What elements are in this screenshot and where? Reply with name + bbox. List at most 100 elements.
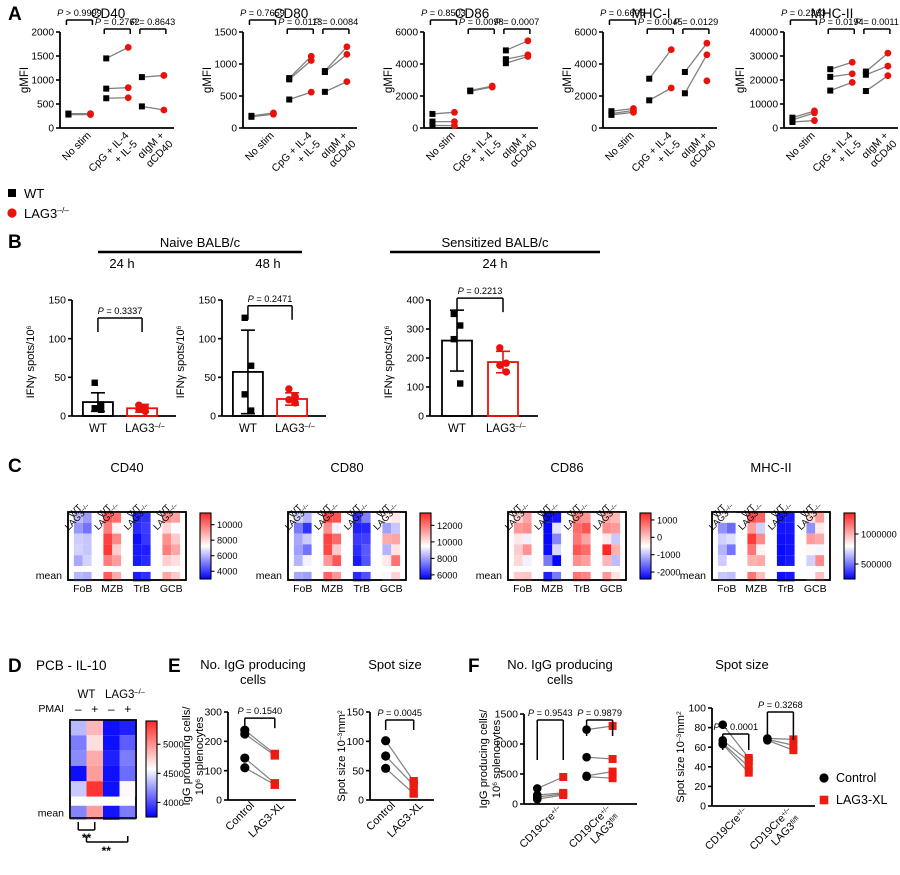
- axis-category-label: No stim: [243, 129, 277, 163]
- pvalue-bracket: [429, 19, 458, 25]
- pvalue-bracket: [467, 28, 495, 34]
- y-axis-label: IgG producing cells/106 splenocytes: [478, 709, 503, 809]
- pvalue-bracket: [103, 28, 131, 34]
- pvalue-bracket: [722, 733, 750, 750]
- pvalue-bracket: [384, 719, 415, 730]
- axis-category-label: αIgM +αCD40: [678, 130, 718, 170]
- svg-text:–: –: [108, 702, 115, 716]
- svg-text:P = 0.0194: P = 0.0194: [819, 17, 864, 27]
- svg-text:MZB: MZB: [321, 583, 343, 595]
- y-axis-label: gMFI: [202, 67, 214, 93]
- svg-text:0: 0: [60, 411, 66, 423]
- svg-text:Control: Control: [836, 771, 876, 785]
- pvalue-bracket: [682, 28, 710, 34]
- pvalue-bracket: [139, 28, 167, 34]
- svg-text:6000: 6000: [574, 28, 597, 39]
- svg-text:LAG3–/–: LAG3–/–: [24, 205, 69, 221]
- axis-category-label: CpG + IL-4+ IL-5: [86, 130, 140, 175]
- svg-text:LAG3–/–: LAG3–/–: [105, 687, 146, 702]
- svg-text:E: E: [168, 656, 181, 677]
- svg-text:MZB: MZB: [745, 583, 767, 595]
- svg-text:CD19Cre+/–: CD19Cre+/–: [703, 805, 750, 852]
- pvalue-bracket: [248, 19, 277, 25]
- svg-text:1000: 1000: [657, 515, 677, 525]
- pvalue-bracket: [608, 19, 637, 25]
- svg-text:MZB: MZB: [101, 583, 123, 595]
- svg-text:LAG3–/–: LAG3–/–: [486, 421, 527, 436]
- svg-text:10000: 10000: [750, 100, 779, 111]
- svg-text:2000: 2000: [31, 28, 54, 39]
- svg-text:4000: 4000: [217, 567, 237, 577]
- svg-text:6000: 6000: [395, 28, 418, 39]
- panel-a-chart: MHC-II 0 10000 20000 30000 40000 gMFI P = 0.236…: [735, 6, 900, 175]
- pvalue-bracket: [536, 719, 564, 760]
- svg-text:GCB: GCB: [804, 583, 827, 595]
- svg-text:0: 0: [772, 124, 778, 135]
- pvalue-bracket: [585, 719, 614, 736]
- svg-text:400: 400: [406, 295, 424, 307]
- axis-category-label: No stim: [424, 129, 458, 163]
- svg-text:P = 0.1540: P = 0.1540: [237, 706, 282, 716]
- svg-text:CD40: CD40: [91, 6, 126, 21]
- svg-text:**: **: [102, 844, 112, 858]
- svg-text:LAG3–/–: LAG3–/–: [125, 421, 166, 436]
- svg-text:100: 100: [346, 736, 364, 748]
- y-axis-label: IFNγ spots/106: [175, 325, 187, 398]
- svg-text:1000: 1000: [495, 739, 519, 751]
- svg-text:0: 0: [418, 411, 424, 423]
- axis-category-label: No stim: [603, 129, 637, 163]
- svg-text:P = 0.0045: P = 0.0045: [377, 708, 422, 718]
- svg-text:40000: 40000: [750, 28, 779, 39]
- svg-text:A: A: [8, 4, 22, 25]
- svg-text:P = 0.0011: P = 0.0011: [855, 17, 899, 27]
- svg-text:CD80: CD80: [330, 460, 363, 475]
- svg-text:gMFI: gMFI: [562, 67, 574, 93]
- svg-text:0: 0: [512, 799, 518, 811]
- pvalue-bracket: [85, 836, 129, 843]
- svg-text:4500: 4500: [163, 768, 184, 779]
- svg-text:CD86: CD86: [550, 460, 583, 475]
- svg-text:106 splenocytes: 106 splenocytes: [194, 716, 206, 795]
- svg-text:CD80: CD80: [274, 6, 309, 21]
- svg-text:mean: mean: [680, 570, 706, 582]
- pvalue-bracket: [77, 822, 96, 831]
- svg-text:24 h: 24 h: [482, 256, 507, 271]
- svg-text:No stim: No stim: [60, 129, 94, 163]
- svg-text:LAG3-XL: LAG3-XL: [836, 793, 887, 807]
- svg-text:P = 0.0007: P = 0.0007: [495, 17, 540, 27]
- svg-text:IgG producing cells/: IgG producing cells/: [181, 706, 193, 806]
- y-axis-label: Spot size 10–3mm2: [675, 711, 687, 803]
- svg-text:-1000: -1000: [657, 550, 681, 560]
- y-axis-label: gMFI: [19, 67, 31, 93]
- axis-category-label: No stim: [60, 129, 94, 163]
- svg-text:P = 0.0098: P = 0.0098: [459, 17, 504, 27]
- svg-text:TrB: TrB: [777, 583, 794, 595]
- pvalue-bracket: [503, 28, 531, 34]
- svg-text:0: 0: [210, 411, 216, 423]
- svg-text:MHC-II: MHC-II: [811, 6, 854, 21]
- axis-category-label: CpG + IL-4+ IL-5: [450, 130, 504, 175]
- svg-text:No stim: No stim: [424, 129, 458, 163]
- svg-text:CD86: CD86: [455, 6, 490, 21]
- svg-text:GCB: GCB: [160, 583, 183, 595]
- svg-text:500000: 500000: [861, 559, 892, 569]
- svg-text:4000: 4000: [574, 60, 597, 71]
- svg-text:F: F: [468, 656, 480, 677]
- svg-text:1000: 1000: [31, 76, 54, 87]
- svg-text:WT: WT: [24, 186, 44, 201]
- pvalue-bracket: [646, 28, 674, 34]
- pvalue-bracket: [65, 19, 94, 25]
- svg-text:8000: 8000: [437, 554, 457, 564]
- svg-text:-2000: -2000: [657, 567, 681, 577]
- svg-text:TrB: TrB: [353, 583, 370, 595]
- svg-text:cells: cells: [547, 672, 574, 687]
- svg-text:300: 300: [204, 707, 222, 719]
- svg-text:100: 100: [48, 333, 66, 345]
